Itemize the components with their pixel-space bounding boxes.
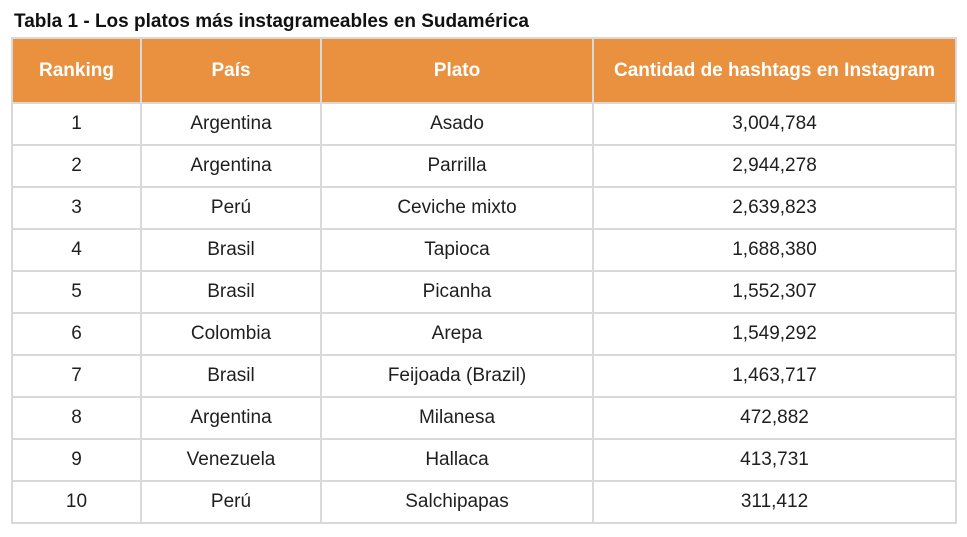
cell-ranking: 7 [11,354,142,398]
cell-ranking: 4 [11,228,142,272]
cell-pais: Argentina [140,144,322,188]
cell-plato: Arepa [320,312,594,356]
cell-hashtags: 1,549,292 [592,312,957,356]
cell-pais: Colombia [140,312,322,356]
cell-ranking: 9 [11,438,142,482]
table-row: 5 Brasil Picanha 1,552,307 [11,270,957,314]
cell-plato: Milanesa [320,396,594,440]
cell-ranking: 6 [11,312,142,356]
table-row: 8 Argentina Milanesa 472,882 [11,396,957,440]
header-pais: País [140,37,322,104]
cell-hashtags: 1,688,380 [592,228,957,272]
cell-plato: Salchipapas [320,480,594,524]
cell-pais: Argentina [140,102,322,146]
table-row: 2 Argentina Parrilla 2,944,278 [11,144,957,188]
table-row: 1 Argentina Asado 3,004,784 [11,102,957,146]
table-header: Ranking País Plato Cantidad de hashtags … [11,37,957,104]
table-row: 9 Venezuela Hallaca 413,731 [11,438,957,482]
cell-pais: Venezuela [140,438,322,482]
cell-hashtags: 413,731 [592,438,957,482]
table-row: 10 Perú Salchipapas 311,412 [11,480,957,524]
cell-hashtags: 1,552,307 [592,270,957,314]
cell-pais: Perú [140,480,322,524]
table-title: Tabla 1 - Los platos más instagrameables… [14,11,529,32]
table-body: 1 Argentina Asado 3,004,784 2 Argentina … [11,102,957,524]
cell-ranking: 2 [11,144,142,188]
header-hashtags: Cantidad de hashtags en Instagram [592,37,957,104]
cell-hashtags: 311,412 [592,480,957,524]
cell-plato: Hallaca [320,438,594,482]
cell-ranking: 8 [11,396,142,440]
cell-hashtags: 3,004,784 [592,102,957,146]
header-ranking: Ranking [11,37,142,104]
cell-plato: Ceviche mixto [320,186,594,230]
cell-ranking: 1 [11,102,142,146]
data-table: Ranking País Plato Cantidad de hashtags … [11,37,957,524]
cell-hashtags: 472,882 [592,396,957,440]
cell-plato: Tapioca [320,228,594,272]
cell-pais: Brasil [140,270,322,314]
cell-plato: Picanha [320,270,594,314]
cell-plato: Feijoada (Brazil) [320,354,594,398]
cell-hashtags: 1,463,717 [592,354,957,398]
cell-hashtags: 2,639,823 [592,186,957,230]
cell-pais: Brasil [140,354,322,398]
cell-ranking: 5 [11,270,142,314]
cell-ranking: 10 [11,480,142,524]
table-row: 3 Perú Ceviche mixto 2,639,823 [11,186,957,230]
cell-pais: Perú [140,186,322,230]
cell-plato: Parrilla [320,144,594,188]
cell-plato: Asado [320,102,594,146]
table-row: 6 Colombia Arepa 1,549,292 [11,312,957,356]
header-plato: Plato [320,37,594,104]
cell-hashtags: 2,944,278 [592,144,957,188]
table-row: 4 Brasil Tapioca 1,688,380 [11,228,957,272]
table-row: 7 Brasil Feijoada (Brazil) 1,463,717 [11,354,957,398]
header-row: Ranking País Plato Cantidad de hashtags … [11,37,957,104]
cell-ranking: 3 [11,186,142,230]
cell-pais: Argentina [140,396,322,440]
cell-pais: Brasil [140,228,322,272]
